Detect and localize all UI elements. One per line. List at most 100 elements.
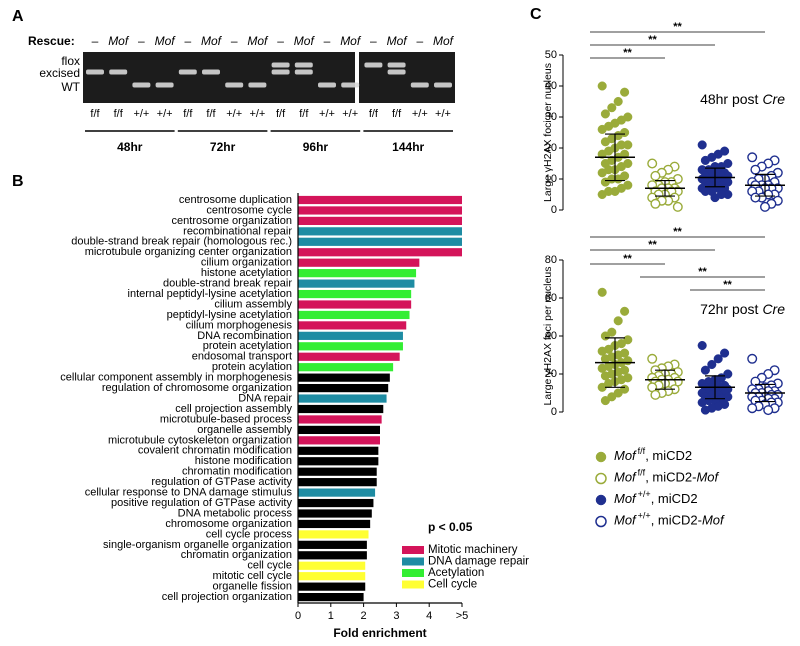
category-label: DNA recombination [197, 330, 292, 342]
gel-band [410, 82, 429, 88]
rescue-label: Rescue: [28, 34, 75, 48]
bar [298, 216, 462, 225]
gel-band [294, 62, 313, 68]
genotype-label: f/f [392, 108, 402, 120]
data-point [613, 96, 623, 107]
category-label: cellular response to DNA damage stimulus [85, 487, 293, 499]
y-tick-label: 30 [545, 111, 557, 123]
data-point [650, 170, 661, 181]
data-point [620, 87, 630, 97]
category-label: protein acetylation [203, 340, 292, 352]
data-point [700, 365, 710, 375]
data-point [600, 371, 610, 381]
legend-genotype: +/+ [638, 489, 651, 499]
rescue-label: Mof [108, 34, 130, 48]
legend-label: Mof f/f, miCD2 [614, 446, 692, 463]
genotype-label: +/+ [435, 108, 451, 120]
data-point [647, 158, 658, 169]
genotype-label: +/+ [226, 108, 242, 120]
gel-band [294, 69, 313, 75]
genotype-label: f/f [114, 108, 124, 120]
title-italic: Cre [762, 91, 785, 107]
gel-band [318, 82, 336, 88]
data-point [747, 353, 758, 364]
data-point [600, 396, 610, 406]
gel-band [155, 82, 174, 88]
category-label: cell projection assembly [175, 403, 292, 415]
bar [298, 289, 412, 299]
significance-label: ** [623, 253, 632, 265]
legend-rescue-gene: Mof [702, 513, 725, 528]
genotype-label: f/f [276, 108, 286, 120]
legend-marker [595, 515, 607, 528]
x-axis-label: Fold enrichment [333, 626, 426, 640]
significance-label: ** [648, 239, 657, 251]
rescue-label: Mof [387, 34, 409, 48]
gel [83, 52, 355, 103]
data-point [650, 198, 661, 209]
y-tick-label: 80 [545, 254, 557, 266]
x-tick-label: >5 [456, 610, 469, 622]
y-tick-label: 20 [545, 142, 557, 154]
chart-title: 48hr post Cre [700, 91, 785, 107]
genotype-label: f/f [183, 108, 193, 120]
bar [298, 415, 382, 424]
genotype-label: f/f [299, 108, 309, 120]
category-label: microtubule-based process [160, 413, 293, 425]
y-tick-label: 40 [545, 330, 557, 342]
band-label: flox [61, 54, 80, 68]
legend-gene: Mof [614, 470, 637, 485]
gel-band [387, 69, 406, 75]
rescue-label: – [231, 34, 238, 48]
legend-genotype: +/+ [638, 511, 651, 521]
data-point [597, 81, 607, 91]
legend-label: Cell cycle [428, 579, 477, 591]
rescue-label: Mof [201, 34, 223, 48]
legend-marker [595, 451, 607, 463]
data-point [713, 354, 723, 364]
data-point [700, 186, 710, 196]
category-label: centrosome cycle [206, 204, 292, 216]
data-point [747, 152, 758, 163]
x-tick-label: 0 [295, 610, 301, 622]
legend-rescue: , miCD2 [645, 448, 692, 463]
legend-rescue: , miCD2 [651, 491, 698, 506]
bar [298, 384, 389, 393]
data-point [600, 177, 610, 187]
bar [298, 540, 367, 549]
bar [298, 467, 377, 476]
gel-band [271, 62, 290, 68]
legend-gene: Mof [614, 448, 637, 463]
band-label: excised [39, 66, 80, 80]
bar [298, 373, 390, 382]
bar [298, 206, 462, 215]
genotype-label: +/+ [319, 108, 335, 120]
data-point [597, 363, 607, 373]
genotype-label: +/+ [249, 108, 265, 120]
rescue-label: – [138, 34, 145, 48]
bar [298, 195, 462, 205]
legend-gene: Mof [614, 491, 637, 506]
data-point [597, 168, 607, 178]
category-label: endosomal transport [192, 351, 292, 363]
category-label: positive regulation of GTPase activity [111, 497, 292, 509]
rescue-label: – [277, 34, 284, 48]
data-point [697, 340, 707, 351]
bar [298, 258, 420, 267]
data-point [613, 316, 623, 326]
legend-title: p < 0.05 [428, 520, 473, 534]
y-tick-label: 40 [545, 80, 557, 92]
bar [298, 561, 366, 570]
category-label: centrosome organization [172, 215, 292, 227]
bar [298, 457, 379, 466]
gel-band [109, 69, 128, 75]
genotype-label: +/+ [157, 108, 173, 120]
bar [298, 404, 384, 414]
data-point [597, 124, 607, 134]
category-label: organelle assembly [197, 424, 292, 436]
category-label: regulation of GTPase activity [151, 476, 292, 488]
bar [298, 248, 462, 257]
panel-label: B [12, 173, 24, 190]
genotype-label: +/+ [342, 108, 358, 120]
